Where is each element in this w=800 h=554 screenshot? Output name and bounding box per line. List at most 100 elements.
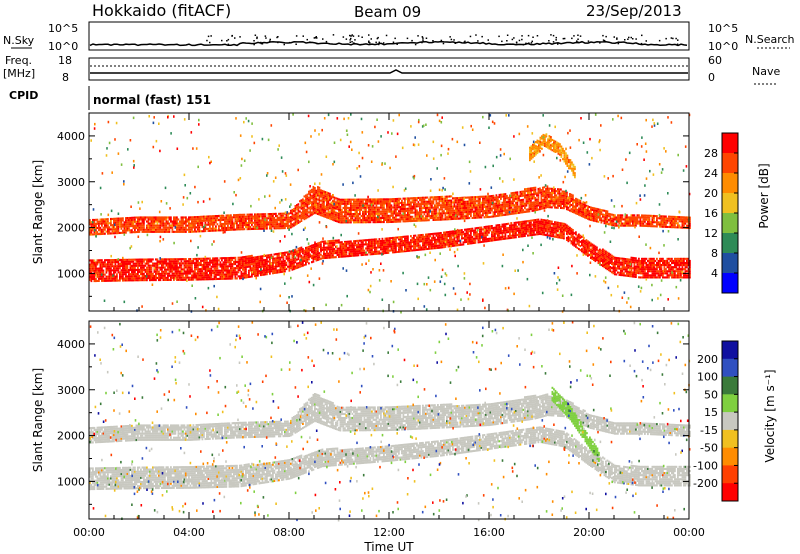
echo-cell (233, 228, 235, 231)
echo-cell (261, 273, 264, 276)
echo-cell (150, 216, 153, 219)
echo-cell (449, 232, 451, 235)
echo-cell (242, 256, 244, 259)
echo-cell (396, 250, 399, 253)
echo-cell (497, 238, 499, 241)
echo-cell (323, 209, 325, 212)
echo-cell (635, 267, 637, 270)
echo-cell (642, 266, 645, 269)
echo-cell (92, 263, 94, 266)
echo-cell (203, 263, 205, 266)
echo-cell (339, 215, 342, 218)
echo-cell (102, 218, 105, 221)
echo-cell (276, 221, 279, 224)
echo-cell (362, 251, 364, 254)
echo-cell (255, 217, 258, 220)
echo-cell (503, 229, 505, 232)
echo-cell (276, 255, 279, 258)
echo-cell (242, 272, 244, 275)
echo-cell (237, 220, 240, 223)
echo-cell (252, 262, 255, 265)
echo-cell (642, 262, 645, 265)
echo-cell (146, 262, 148, 265)
echo-cell (299, 263, 301, 266)
echo-cell (93, 275, 96, 278)
echo-cell (614, 260, 616, 263)
echo-cell (399, 242, 402, 245)
nsearch-point (417, 35, 419, 37)
echo-cell (422, 244, 424, 247)
echo-cell (240, 215, 243, 218)
echo-cell (231, 218, 234, 221)
echo-cell (245, 270, 247, 273)
echo-cell (332, 246, 334, 249)
echo-cell (204, 230, 207, 233)
echo-cell (221, 263, 223, 266)
freq-tick-bottom: 8 (62, 71, 69, 84)
echo-cell (152, 230, 154, 233)
echo-cell (204, 272, 207, 275)
echo-cell (300, 215, 303, 218)
echo-cell (231, 228, 234, 231)
echo-cell (374, 246, 376, 249)
echo-cell (350, 248, 352, 251)
echo-cell (395, 246, 397, 249)
echo-cell (204, 263, 207, 266)
echo-cell (303, 211, 306, 214)
echo-cell (123, 265, 126, 268)
echo-cell (387, 237, 390, 240)
echo-cell (216, 217, 219, 220)
echo-cell (222, 273, 225, 276)
echo-cell (398, 250, 400, 253)
echo-cell (173, 230, 175, 233)
echo-cell (509, 237, 511, 240)
echo-cell (371, 208, 373, 211)
echo-cell (170, 226, 172, 229)
echo-cell (242, 266, 244, 269)
echo-cell (272, 255, 274, 258)
echo-cell (168, 226, 171, 229)
echo-cell (294, 217, 297, 220)
echo-cell (549, 220, 552, 223)
echo-cell (344, 204, 346, 207)
echo-cell (317, 206, 319, 209)
echo-cell (200, 268, 202, 271)
echo-cell (341, 247, 343, 250)
echo-cell (546, 234, 549, 237)
echo-cell (632, 256, 634, 259)
echo-cell (162, 258, 165, 261)
echo-cell (182, 262, 184, 265)
echo-cell (119, 273, 121, 276)
echo-cell (483, 238, 486, 241)
echo-cell (248, 215, 250, 218)
echo-cell (275, 225, 277, 228)
echo-cell (318, 192, 321, 195)
echo-cell (198, 226, 201, 229)
echo-cell (375, 246, 378, 249)
echo-cell (645, 266, 648, 269)
echo-cell (219, 273, 222, 276)
echo-cell (656, 272, 658, 275)
echo-cell (243, 266, 246, 269)
echo-cell (263, 217, 265, 220)
echo-cell (269, 215, 271, 218)
echo-cell (494, 228, 496, 231)
echo-cell (677, 262, 679, 265)
echo-cell (273, 225, 276, 228)
echo-cell (195, 220, 198, 223)
echo-cell (228, 269, 231, 272)
echo-cell (302, 260, 304, 263)
echo-cell (674, 264, 676, 267)
echo-cell (186, 270, 189, 273)
echo-cell (261, 263, 264, 266)
echo-cell (581, 235, 583, 238)
echo-cell (465, 234, 468, 237)
echo-cell (197, 262, 199, 265)
echo-cell (249, 228, 252, 231)
echo-cell (377, 252, 379, 255)
echo-cell (135, 273, 138, 276)
echo-cell (339, 251, 342, 254)
echo-cell (257, 268, 259, 271)
echo-cell (99, 259, 102, 262)
echo-cell (110, 261, 112, 264)
